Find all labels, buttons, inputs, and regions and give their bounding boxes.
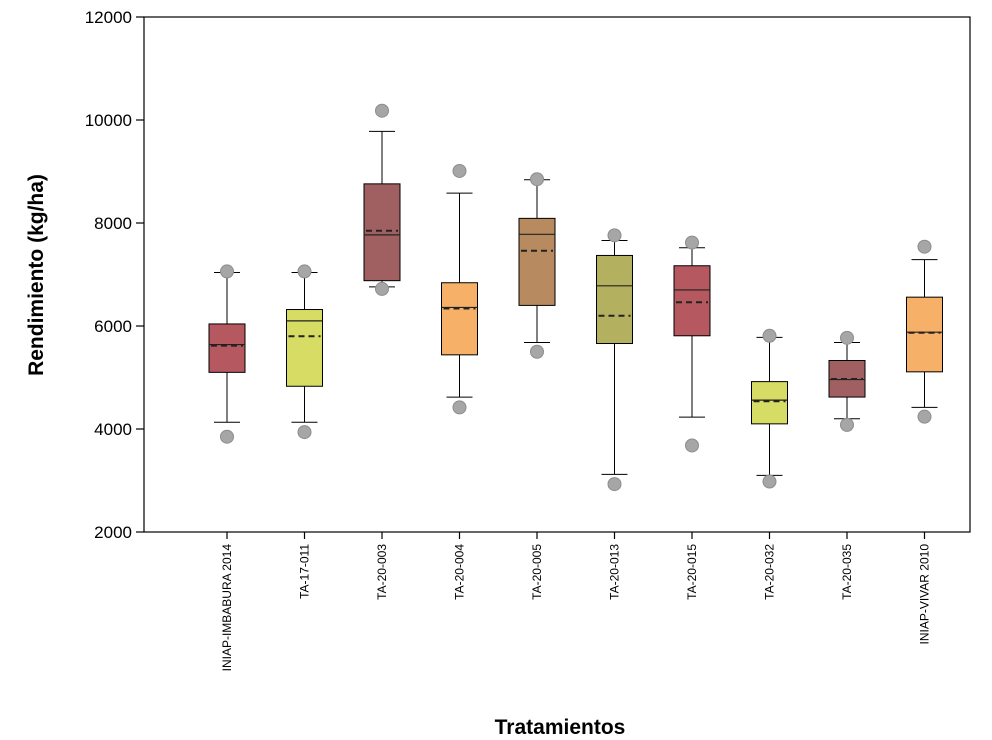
y-tick-label: 12000 (85, 8, 132, 27)
outlier-point (452, 400, 467, 415)
box-group (208, 264, 246, 444)
box-iqr (286, 309, 323, 387)
box-iqr (363, 183, 401, 282)
y-tick-label: 4000 (94, 420, 132, 439)
y-tick-label: 6000 (94, 317, 132, 336)
outlier-point (220, 429, 234, 444)
x-tick-label: TA-20-004 (453, 544, 467, 600)
box-group (286, 264, 323, 440)
x-tick-label: TA-20-003 (375, 544, 389, 600)
box-iqr (441, 282, 478, 356)
outlier-point (607, 228, 622, 243)
outlier-point (762, 328, 777, 343)
x-tick-label: TA-20-013 (608, 544, 622, 600)
box-series (208, 103, 943, 492)
x-tick-label: INIAP-IMBABURA 2014 (220, 544, 234, 672)
box-iqr (906, 296, 943, 373)
outlier-point (840, 417, 854, 432)
box-iqr (673, 265, 711, 337)
x-tick-label: TA-17-011 (298, 544, 312, 599)
box-group (596, 228, 633, 492)
outlier-point (762, 474, 777, 489)
outlier-point (375, 103, 389, 118)
y-tick-label: 8000 (94, 214, 132, 233)
y-tick-label: 2000 (94, 523, 132, 542)
outlier-point (297, 425, 312, 440)
box-iqr (518, 217, 556, 306)
x-tick-label: TA-20-035 (840, 544, 854, 600)
outlier-point (685, 235, 699, 250)
box-iqr (208, 323, 246, 373)
box-group (906, 239, 943, 424)
outlier-point (917, 239, 932, 254)
outlier-point (530, 344, 544, 359)
box-group (363, 103, 401, 296)
box-group (828, 330, 866, 432)
y-tick-label: 10000 (85, 111, 132, 130)
box-iqr (596, 254, 633, 345)
x-axis-title: Tratamientos (495, 716, 626, 739)
outlier-point (375, 281, 389, 296)
outlier-point (685, 438, 699, 453)
outlier-point (297, 264, 312, 279)
box-group (751, 328, 788, 489)
x-tick-label: TA-20-015 (685, 544, 699, 600)
box-group (673, 235, 711, 453)
x-tick-label: TA-20-032 (763, 544, 777, 600)
x-tick-label: INIAP-VIVAR 2010 (918, 544, 932, 645)
outlier-point (607, 477, 622, 492)
plot-frame (143, 16, 971, 533)
y-axis-title: Rendimiento (kg/ha) (25, 174, 48, 376)
box-iqr (751, 381, 788, 425)
outlier-point (220, 264, 234, 279)
x-axis: INIAP-IMBABURA 2014 TA-17-011 TA-20-003 TA-… (220, 532, 932, 671)
outlier-point (917, 409, 932, 424)
box-group (441, 163, 478, 415)
y-axis: 2000 4000 6000 8000 10000 12000 (85, 8, 144, 542)
x-tick-label: TA-20-005 (530, 544, 544, 600)
outlier-point (840, 330, 854, 345)
outlier-point (452, 163, 467, 178)
outlier-point (530, 172, 544, 187)
box-group (518, 172, 556, 359)
